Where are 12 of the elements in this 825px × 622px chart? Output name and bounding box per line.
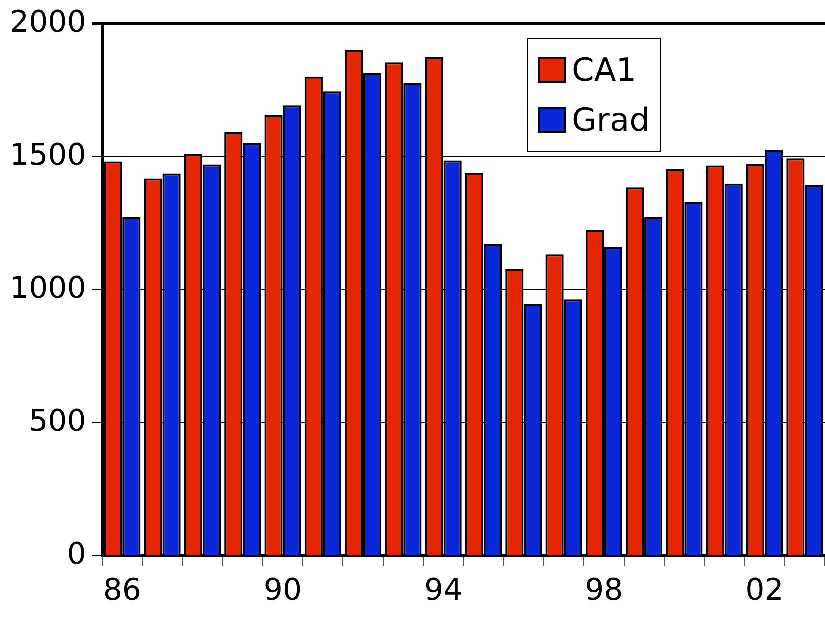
- x-tick-label: 98: [585, 572, 624, 608]
- x-tick-label: 94: [424, 572, 463, 608]
- y-tick-label: 1000: [10, 270, 86, 306]
- x-tick-label: 86: [103, 572, 142, 608]
- legend-label: Grad: [572, 100, 650, 141]
- legend-label: CA1: [572, 50, 637, 91]
- y-tick-label: 500: [29, 404, 86, 439]
- y-tick-label: 2000: [10, 4, 86, 40]
- x-tick-label: 02: [746, 572, 784, 608]
- y-tick-label: 1500: [10, 138, 86, 173]
- x-tick-label: 90: [264, 572, 302, 608]
- y-tick-label: 0: [67, 536, 86, 572]
